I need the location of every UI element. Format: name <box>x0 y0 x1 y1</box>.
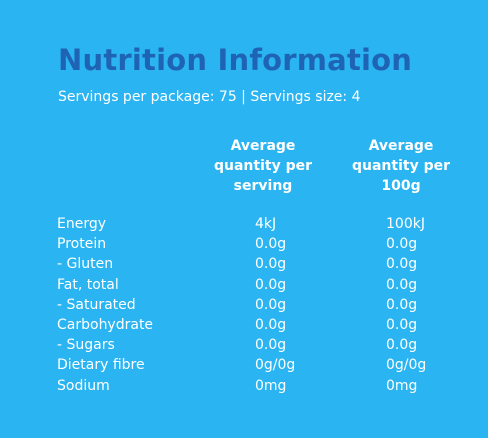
value-per-serving: 0.0g <box>255 337 287 354</box>
nutrition-table: Energy 4kJ 100kJ Protein 0.0g 0.0g - Glu… <box>0 214 488 396</box>
column-header-line: serving <box>233 178 293 194</box>
servings-line: Servings per package: 75 | Servings size… <box>58 89 361 105</box>
value-per-100g: 100kJ <box>386 216 425 232</box>
page-title: Nutrition Information <box>58 43 413 77</box>
column-header-line: 100g <box>381 178 421 194</box>
table-row: - Gluten 0.0g 0.0g <box>0 254 488 274</box>
value-per-100g: 0.0g <box>386 337 418 354</box>
value-per-serving: 0.0g <box>255 236 287 253</box>
value-per-serving: 0.0g <box>255 316 287 333</box>
value-per-100g: 0.0g <box>386 296 418 313</box>
value-per-serving: 0.0g <box>255 276 287 293</box>
nutrient-name: Fat, total <box>57 276 119 293</box>
value-per-100g: 0.0g <box>386 316 418 333</box>
table-row: - Sugars 0.0g 0.0g <box>0 335 488 355</box>
nutrient-name: Sodium <box>57 377 110 394</box>
nutrient-name: Carbohydrate <box>57 316 154 333</box>
value-per-100g: 0.0g <box>386 276 418 293</box>
value-per-100g: 0g/0g <box>386 357 427 374</box>
value-per-serving: 0.0g <box>255 256 287 273</box>
nutrient-name: Dietary fibre <box>57 357 145 374</box>
column-header-per-100g: Average quantity per 100g <box>341 136 461 196</box>
nutrient-name: - Gluten <box>57 256 114 273</box>
value-per-serving: 0mg <box>255 377 287 394</box>
column-header-line: quantity per <box>351 158 450 174</box>
table-row: Carbohydrate 0.0g 0.0g <box>0 315 488 335</box>
table-row: Protein 0.0g 0.0g <box>0 234 488 254</box>
column-header-per-serving: Average quantity per serving <box>203 136 323 196</box>
column-header-line: quantity per <box>213 158 312 174</box>
table-row: Dietary fibre 0g/0g 0g/0g <box>0 355 488 375</box>
nutrient-name: - Saturated <box>57 296 136 313</box>
value-per-serving: 4kJ <box>255 216 277 232</box>
table-row: Energy 4kJ 100kJ <box>0 214 488 234</box>
value-per-100g: 0.0g <box>386 256 418 273</box>
nutrient-name: - Sugars <box>57 337 115 354</box>
value-per-100g: 0mg <box>386 377 418 394</box>
value-per-serving: 0.0g <box>255 296 287 313</box>
value-per-100g: 0.0g <box>386 236 418 253</box>
value-per-serving: 0g/0g <box>255 357 296 374</box>
table-row: - Saturated 0.0g 0.0g <box>0 295 488 315</box>
table-row: Sodium 0mg 0mg <box>0 376 488 396</box>
table-row: Fat, total 0.0g 0.0g <box>0 275 488 295</box>
nutrient-name: Protein <box>57 236 107 253</box>
nutrient-name: Energy <box>57 216 107 232</box>
column-header-line: Average <box>368 138 434 154</box>
column-header-line: Average <box>230 138 296 154</box>
